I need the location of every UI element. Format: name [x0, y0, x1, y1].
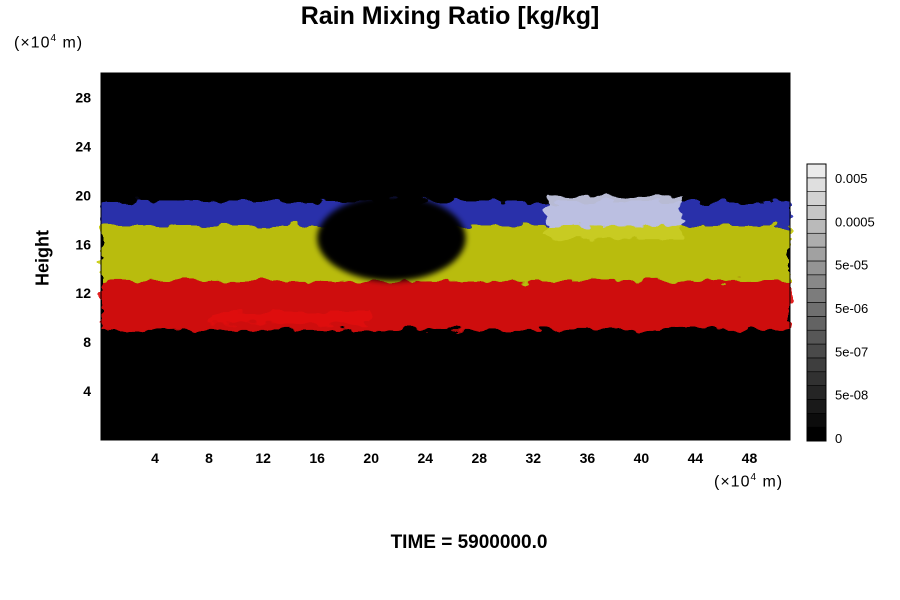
- colorbar-label: 0.005: [835, 171, 868, 186]
- x-axis-unit: (×104 m): [714, 472, 784, 491]
- y-axis-unit: (×104 m): [14, 33, 84, 52]
- colorbar-cell: [806, 260, 827, 276]
- colorbar-cell: [806, 177, 827, 193]
- plot-frame: [100, 72, 791, 441]
- colorbar-cell: [806, 302, 827, 317]
- colorbar-cell: [806, 329, 827, 345]
- x-tick-label: 20: [363, 450, 379, 466]
- colorbar-label: 5e-05: [835, 258, 868, 273]
- x-tick-label: 16: [309, 450, 325, 466]
- colorbar-cell: [806, 191, 827, 206]
- x-tick-label: 44: [688, 450, 704, 466]
- y-tick-label: 20: [75, 187, 91, 203]
- y-tick-label: 24: [75, 138, 91, 154]
- colorbar-cell: [806, 232, 827, 248]
- colorbar-cell: [806, 288, 827, 303]
- colorbar-cell: [806, 274, 827, 289]
- x-tick-label: 28: [471, 450, 487, 466]
- x-tick-label: 48: [742, 450, 758, 466]
- colorbar-cell: [806, 163, 827, 179]
- colorbar-label: 0: [835, 431, 842, 446]
- colorbar-cell: [806, 205, 827, 220]
- colorbar-cell: [806, 343, 827, 359]
- x-tick-label: 4: [151, 450, 159, 466]
- y-tick-label: 8: [83, 334, 91, 350]
- colorbar-cell: [806, 246, 827, 262]
- time-label: TIME = 5900000.0: [390, 532, 548, 553]
- layer-red-lower: [101, 280, 790, 330]
- colorbar-cell: [806, 412, 827, 428]
- x-tick-label: 8: [205, 450, 213, 466]
- colorbar-frame: [806, 163, 827, 442]
- colorbar-label: 5e-08: [835, 388, 868, 403]
- y-tick-label: 16: [75, 236, 91, 252]
- colorbar-label: 5e-07: [835, 344, 868, 359]
- colorbar-cell: [806, 219, 827, 234]
- colorbar-cell: [806, 357, 827, 373]
- colorbar-label: 5e-06: [835, 301, 868, 316]
- y-tick-label: 28: [75, 89, 91, 105]
- y-tick-label: 4: [83, 383, 91, 399]
- x-tick-label: 36: [580, 450, 596, 466]
- layer-red-trail: [209, 311, 372, 324]
- field-gap: [317, 195, 466, 281]
- colorbar-cell: [806, 371, 827, 386]
- x-tick-label: 40: [634, 450, 650, 466]
- colorbar-label: 0.0005: [835, 214, 875, 229]
- colorbar-cell: [806, 385, 827, 400]
- x-tick-label: 24: [417, 450, 433, 466]
- colorbar-cell: [806, 399, 827, 414]
- chart-title: Rain Mixing Ratio [kg/kg]: [300, 2, 600, 30]
- y-tick-label: 12: [75, 285, 91, 301]
- x-tick-label: 32: [526, 450, 542, 466]
- x-tick-label: 12: [255, 450, 271, 466]
- colorbar-cell: [806, 316, 827, 331]
- colorbar-cell: [806, 426, 827, 442]
